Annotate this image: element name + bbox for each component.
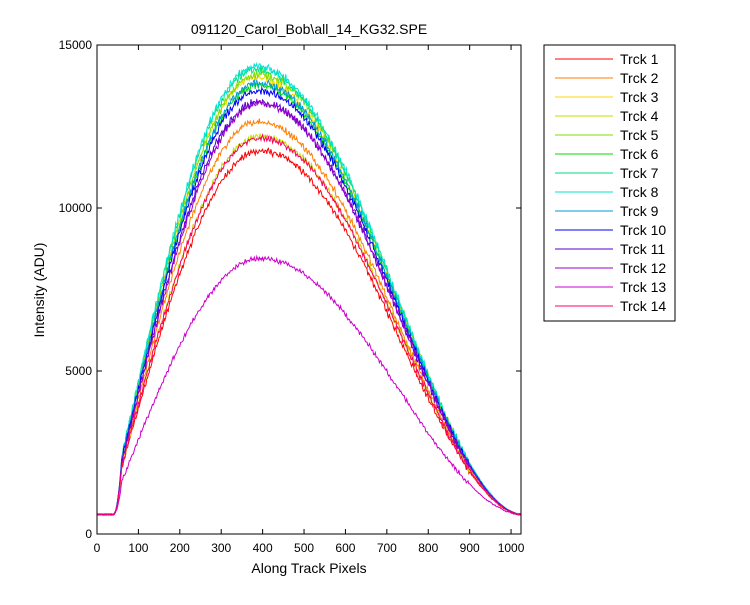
x-tick-label: 1000: [498, 541, 525, 555]
series-line-trck-14: [96, 133, 522, 516]
y-axis-label: Intensity (ADU): [31, 243, 47, 338]
legend-label: Trck 12: [620, 260, 666, 276]
x-tick-label: 400: [253, 541, 273, 555]
chart-title: 091120_Carol_Bob\all_14_KG32.SPE: [191, 21, 427, 37]
x-tick-label: 700: [377, 541, 397, 555]
y-tick-label: 10000: [59, 201, 93, 215]
x-tick-label: 600: [335, 541, 355, 555]
series-line-trck-1: [96, 147, 522, 516]
legend-label: Trck 2: [620, 70, 659, 86]
legend-label: Trck 4: [620, 108, 659, 124]
legend: Trck 1 Trck 2 Trck 3 Trck 4 Trck 5 Trck 6 Trck…: [543, 44, 676, 322]
x-tick-label: 100: [128, 541, 148, 555]
legend-label: Trck 11: [620, 241, 665, 257]
series-group: [96, 61, 522, 516]
series-line-trck-12: [96, 97, 522, 516]
legend-label: Trck 9: [620, 203, 659, 219]
x-tick-label: 500: [294, 541, 314, 555]
y-tick-label: 15000: [59, 38, 93, 52]
y-axis: 0 5000 10000 15000: [59, 38, 521, 541]
x-tick-label: 300: [211, 541, 231, 555]
x-tick-label: 0: [94, 541, 101, 555]
plot-frame: [96, 44, 522, 535]
series-line-trck-10: [97, 86, 522, 516]
legend-label: Trck 6: [620, 146, 659, 162]
legend-label: Trck 3: [620, 89, 659, 105]
legend-label: Trck 7: [620, 165, 659, 181]
y-tick-label: 0: [85, 527, 92, 541]
x-axis: 0 100 200 300 400 500 600 700 800 900 1000: [94, 45, 525, 555]
y-tick-label: 5000: [65, 364, 92, 378]
x-tick-label: 800: [418, 541, 438, 555]
legend-box: [543, 44, 676, 322]
legend-label: Trck 13: [620, 279, 666, 295]
x-axis-label: Along Track Pixels: [251, 560, 366, 576]
legend-label: Trck 1: [620, 51, 659, 67]
legend-label: Trck 5: [620, 127, 659, 143]
legend-label: Trck 14: [620, 298, 666, 314]
series-line-trck-13: [96, 254, 522, 516]
x-tick-label: 200: [170, 541, 190, 555]
legend-label: Trck 8: [620, 184, 659, 200]
legend-label: Trck 10: [620, 222, 666, 238]
x-tick-label: 900: [460, 541, 480, 555]
